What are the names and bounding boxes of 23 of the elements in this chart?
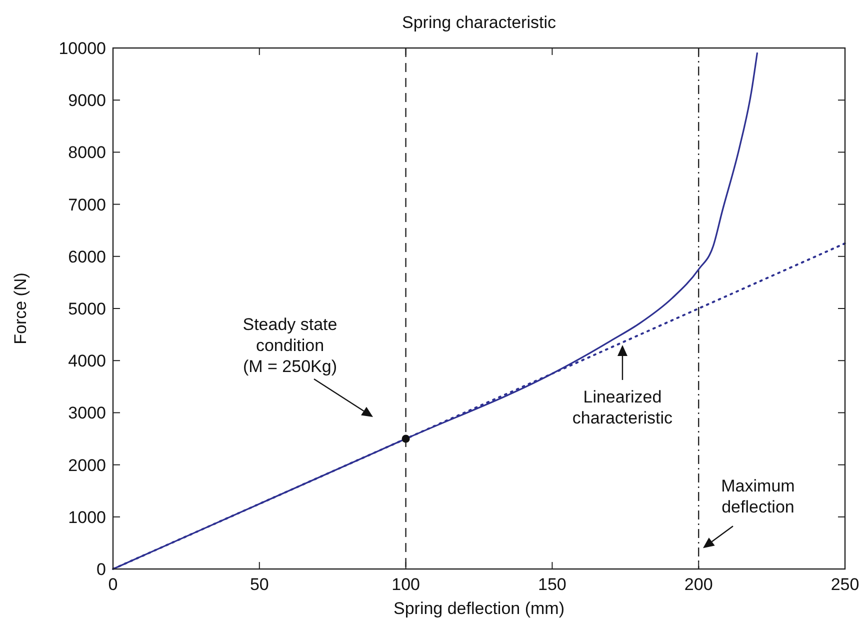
y-tick-label: 0	[96, 560, 106, 579]
x-tick-label: 200	[684, 575, 713, 594]
x-tick-label: 100	[392, 575, 420, 594]
y-tick-label: 7000	[68, 195, 106, 214]
y-tick-label: 3000	[68, 404, 106, 423]
annotation: Steady state condition (M = 250Kg)	[242, 315, 338, 376]
y-tick-label: 6000	[68, 247, 106, 266]
y-axis-title: Force (N)	[11, 272, 30, 344]
chart-title: Spring characteristic	[402, 13, 556, 32]
y-tick-label: 1000	[68, 508, 106, 527]
y-tick-label: 9000	[68, 91, 106, 110]
y-tick-label: 2000	[68, 456, 106, 475]
y-tick-label: 4000	[68, 352, 106, 371]
x-tick-label: 250	[830, 575, 860, 594]
x-tick-label: 50	[250, 575, 269, 594]
x-tick-label: 150	[538, 575, 566, 594]
y-tick-label: 10000	[58, 39, 106, 58]
y-tick-label: 8000	[68, 143, 106, 162]
annotation: Linearized characteristic	[572, 387, 674, 428]
y-tick-label: 5000	[68, 300, 106, 318]
annotation: Maximum deflection	[721, 476, 795, 517]
x-axis-title: Spring deflection (mm)	[393, 599, 565, 618]
x-tick-label: 0	[108, 575, 118, 594]
